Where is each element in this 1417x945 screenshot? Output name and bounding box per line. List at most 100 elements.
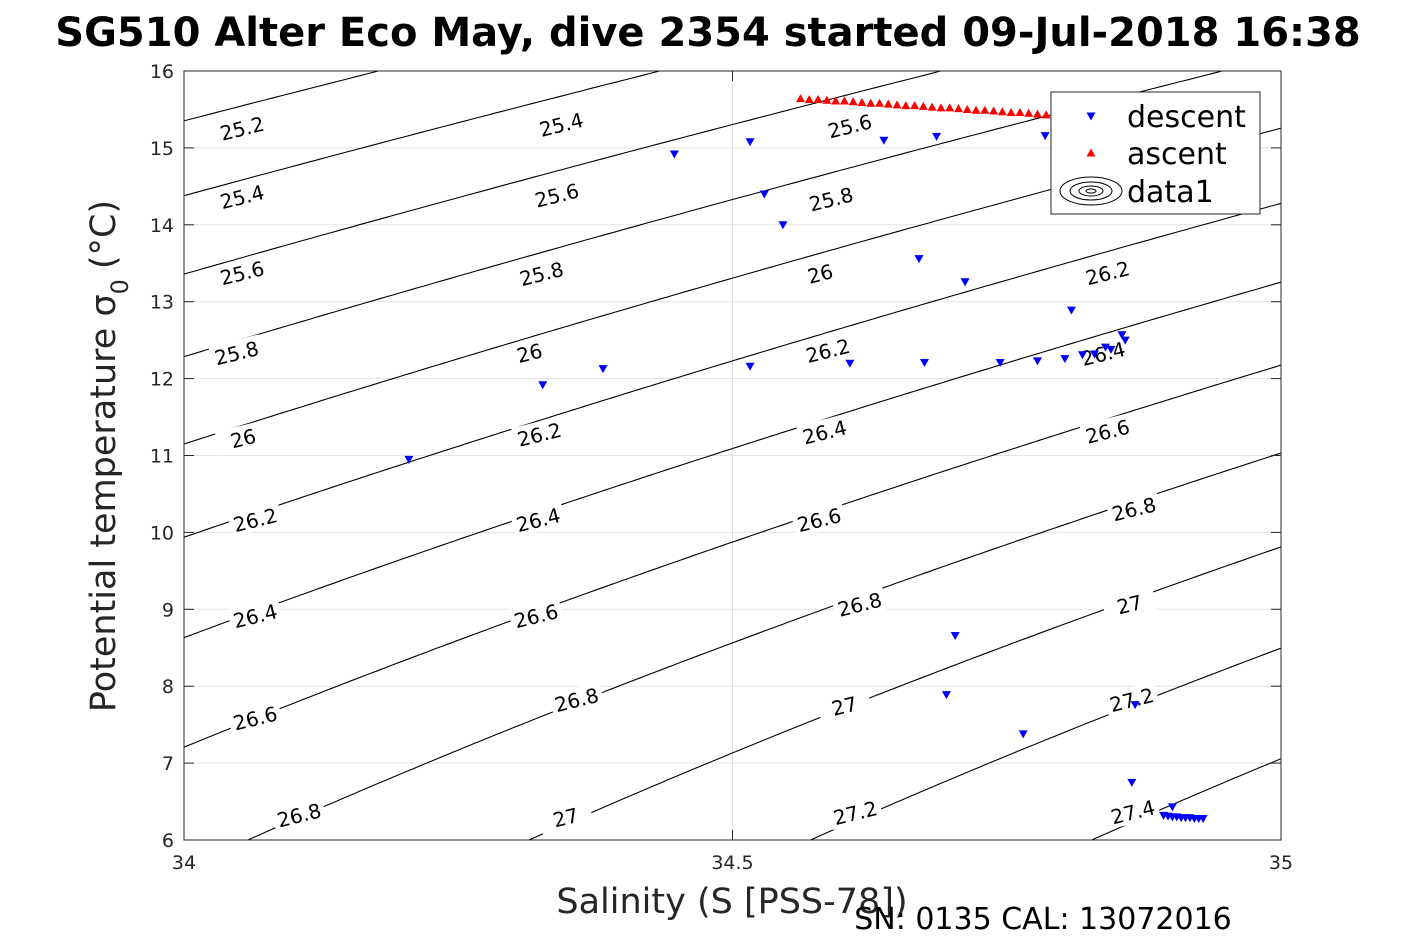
ascent-point <box>962 104 972 113</box>
contour-label-background <box>826 794 884 831</box>
descent-point <box>950 631 960 640</box>
series-descent <box>404 130 1261 823</box>
legend-label-ascent: ascent <box>1127 137 1227 172</box>
descent-point <box>932 132 942 141</box>
legend-contour-icon <box>1059 176 1123 206</box>
descent-point <box>941 691 951 700</box>
contour-label-background <box>513 255 570 291</box>
descent-point <box>1198 814 1208 823</box>
y-tick-label: 13 <box>150 292 174 314</box>
ascent-point <box>980 105 990 114</box>
ascent-point <box>804 94 814 103</box>
y-tick-label: 9 <box>162 599 174 621</box>
ascent-point <box>866 98 876 107</box>
ascent-point <box>857 98 867 107</box>
y-tick-label: 11 <box>150 446 174 468</box>
ascent-point <box>1041 110 1051 119</box>
y-tick-label: 16 <box>150 61 174 83</box>
descent-point <box>759 190 769 199</box>
contour-label-background <box>802 180 860 217</box>
descent-point <box>1117 331 1127 340</box>
contour-label-background <box>507 597 565 634</box>
contour-label-background <box>791 255 849 291</box>
contour-label-background <box>511 415 568 452</box>
descent-point <box>669 150 679 159</box>
y-axis-label: Potential temperature σ0 (°C) <box>84 200 134 712</box>
legend-ascent-marker <box>1086 148 1096 157</box>
contour-label-background <box>213 109 271 146</box>
y-tick-label: 7 <box>162 753 174 775</box>
contour-label: 26 <box>228 424 259 453</box>
descent-point <box>1167 803 1177 812</box>
ascent-point <box>971 105 981 114</box>
contour-label-background <box>213 178 271 215</box>
x-tick-label: 34.5 <box>711 852 753 874</box>
grid-lines <box>183 70 1282 841</box>
contour-label: 27 <box>551 803 582 832</box>
contour-label-background <box>226 501 284 538</box>
contour-label-background <box>799 332 856 368</box>
ascent-point <box>953 104 963 113</box>
axes: 34 34.5 35 6 7 8 9 10 11 12 13 14 15 16 <box>150 61 1293 874</box>
ascent-point <box>892 100 902 109</box>
legend-descent-marker <box>1086 112 1096 121</box>
ascent-point <box>1032 109 1042 118</box>
y-axis-label-unit: (°C) <box>84 200 124 269</box>
y-tick-label: 14 <box>150 215 174 237</box>
descent-point <box>879 136 889 145</box>
svg-text:Potential temperature σ0(°C): Potential temperature σ0 (°C) <box>84 200 134 712</box>
contour-label-background <box>532 105 590 142</box>
contour-label-background <box>226 597 284 634</box>
ascent-point <box>989 106 999 115</box>
serial-calibration-footer: SN: 0135 CAL: 13072016 <box>854 902 1232 937</box>
ascent-point <box>839 96 849 105</box>
contour-label-background <box>1079 254 1136 291</box>
ascent-point <box>831 96 841 105</box>
descent-point <box>1100 343 1110 352</box>
legend-label-data1: data1 <box>1127 175 1214 210</box>
ascent-point <box>1024 108 1034 117</box>
contour-label-background <box>1101 585 1158 622</box>
y-tick-label: 6 <box>162 830 174 852</box>
contour-label: 26 <box>805 259 836 288</box>
y-tick-label: 15 <box>150 138 174 160</box>
x-tick-label: 34 <box>172 852 196 874</box>
descent-point <box>404 455 414 464</box>
ascent-point <box>874 98 884 107</box>
ascent-point <box>927 102 937 111</box>
legend-box <box>1050 91 1261 215</box>
contour-label-background <box>816 687 873 724</box>
descent-point <box>1066 306 1076 315</box>
density-contour-labels: 25.2 25.4 25.625.4 25.6 25.825.6 25.8 26 26.225… <box>208 105 1162 835</box>
descent-point <box>1130 701 1140 710</box>
y-axis-label-text: Potential temperature σ <box>84 294 124 712</box>
ascent-point <box>910 101 920 110</box>
density-contour-line <box>184 71 662 197</box>
contour-label-background <box>501 334 558 371</box>
ascent-point <box>945 103 955 112</box>
contour-label-background <box>548 681 605 718</box>
ascent-point <box>901 101 911 110</box>
descent-point <box>1040 132 1050 141</box>
descent-point <box>995 358 1005 367</box>
ascent-point <box>997 107 1007 116</box>
descent-point <box>1032 357 1042 366</box>
ascent-point <box>848 97 858 106</box>
x-axis-label: Salinity (S [PSS-78]) <box>556 882 907 922</box>
contour-label: 27 <box>829 691 860 720</box>
contour-label: 26 <box>514 339 545 368</box>
contour-label-background <box>831 585 888 622</box>
ascent-point <box>813 94 823 103</box>
contour-label: 27 <box>1114 590 1145 619</box>
x-tick-label: 35 <box>1269 852 1293 874</box>
contour-label-background <box>796 413 853 450</box>
descent-point <box>1106 345 1116 354</box>
descent-point <box>538 381 548 390</box>
density-contour-line <box>184 71 944 275</box>
chart-title: SG510 Alter Eco May, dive 2354 started 0… <box>55 10 1360 56</box>
ascent-point <box>822 95 832 104</box>
y-axis-label-subscript: 0 <box>106 279 134 294</box>
descent-point <box>1077 351 1087 360</box>
contour-label-background <box>213 254 271 291</box>
